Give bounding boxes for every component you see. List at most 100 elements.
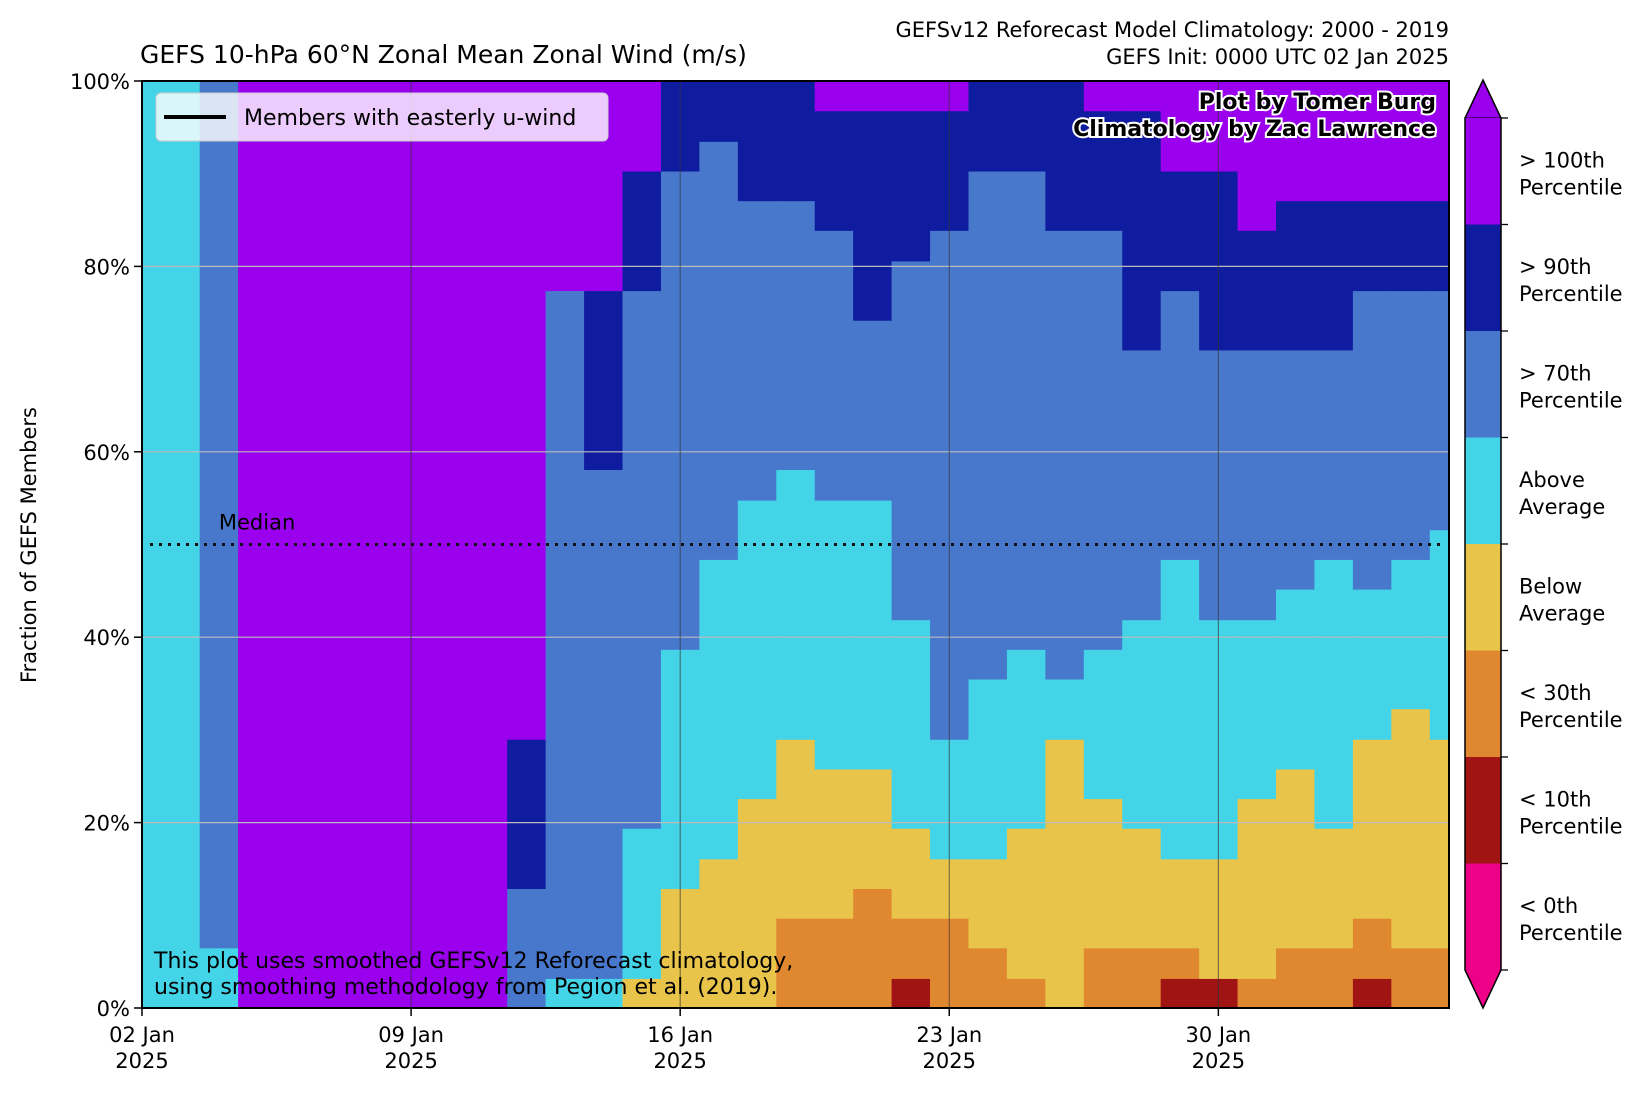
cell-26-7 [1160,81,1200,172]
cell-21-4 [968,678,1008,860]
cell-32-3 [1391,708,1431,949]
x-tick-label-0: 02 Jan [109,1023,175,1047]
cell-14-6 [699,81,739,142]
cell-12-4 [622,828,662,979]
cell-33-2 [1429,947,1450,1009]
cell-19-1 [891,978,931,1009]
cell-17-6 [814,110,854,231]
cell-28-5 [1237,349,1277,621]
cell-12-5 [622,290,662,829]
cell-24-3 [1083,798,1123,949]
cell-19-7 [891,81,931,112]
cell-24-5 [1083,230,1123,650]
colorbar-label-5-a: < 30th [1519,681,1592,705]
cell-17-7 [814,81,854,112]
cell-16-2 [776,918,816,1009]
cell-18-2 [853,888,893,1009]
colorbar-swatch-2 [1465,650,1501,758]
cell-17-5 [814,230,854,501]
cell-33-7 [1429,81,1450,202]
colorbar-label-6-a: < 10th [1519,787,1592,811]
cell-32-2 [1391,947,1431,1009]
footnote-line-1: This plot uses smoothed GEFSv12 Reforeca… [153,949,793,974]
cell-17-2 [814,918,854,1009]
x-tick-year-2: 2025 [653,1049,706,1073]
x-tick-year-4: 2025 [1192,1049,1245,1073]
cell-23-5 [1045,230,1085,680]
cell-21-5 [968,170,1008,680]
x-tick-year-1: 2025 [384,1049,437,1073]
cell-25-6 [1122,110,1162,351]
colorbar-label-7-b: Percentile [1519,921,1623,945]
cell-16-3 [776,739,816,919]
colorbar-label-3-b: Average [1519,495,1605,519]
cell-18-7 [853,81,893,112]
cell-29-2 [1276,947,1316,1009]
cell-32-5 [1391,290,1431,560]
cell-29-5 [1276,349,1316,590]
cell-19-4 [891,619,931,829]
cell-25-4 [1122,619,1162,829]
colorbar-label-4-b: Average [1519,601,1605,625]
cell-16-4 [776,469,816,740]
cell-1-5 [199,81,239,949]
y-tick-label-5: 100% [70,70,130,94]
cell-15-3 [737,798,777,1009]
colorbar-label-4-a: Below [1519,574,1582,598]
x-tick-label-4: 30 Jan [1185,1023,1251,1047]
cell-21-6 [968,81,1008,172]
cell-26-4 [1160,559,1200,860]
colorbar-swatch-0 [1465,863,1501,971]
footnote-line-2: using smoothing methodology from Pegion … [154,975,777,1000]
cell-25-5 [1122,349,1162,621]
cell-14-5 [699,141,739,560]
cell-31-1 [1352,978,1392,1009]
cell-18-3 [853,768,893,890]
cell-24-4 [1083,649,1123,800]
x-tick-year-0: 2025 [115,1049,168,1073]
cell-21-2 [968,947,1008,1009]
cell-29-3 [1276,768,1316,949]
cell-25-2 [1122,947,1162,1009]
cell-32-4 [1391,559,1431,710]
cell-23-6 [1045,81,1085,231]
colorbar-swatch-4 [1465,437,1501,545]
cell-30-2 [1314,947,1354,1009]
cell-12-3 [622,978,662,1009]
cell-17-4 [814,500,854,770]
cell-31-7 [1352,81,1392,202]
cell-22-4 [1006,649,1046,829]
credit-climatology: Climatology by Zac Lawrence [1073,117,1436,142]
cell-14-4 [699,559,739,860]
cell-24-2 [1083,947,1123,1009]
cell-9-7 [507,81,547,740]
cell-29-7 [1276,81,1316,202]
y-tick-label-0: 0% [97,997,130,1021]
cell-18-6 [853,110,893,321]
cell-33-5 [1429,290,1450,531]
colorbar-label-0-b: Percentile [1519,175,1623,199]
cell-23-4 [1045,678,1085,740]
plot-frame [141,80,1450,1009]
colorbar-label-1-b: Percentile [1519,282,1623,306]
y-axis-label: Fraction of GEFS Members [17,407,41,683]
cell-31-6 [1352,200,1392,292]
cell-30-5 [1314,349,1354,560]
cell-25-7 [1122,81,1162,112]
category-cells [142,81,1450,1009]
colorbar-label-6-b: Percentile [1519,814,1623,838]
cell-31-3 [1352,739,1392,919]
cell-19-5 [891,260,931,621]
cell-19-3 [891,828,931,919]
cell-26-6 [1160,170,1200,292]
cell-10-4 [545,978,585,1009]
x-tick-label-3: 23 Jan [916,1023,982,1047]
cell-23-3 [1045,739,1085,1009]
chart-subtitle-line-2: GEFS Init: 0000 UTC 02 Jan 2025 [1106,45,1449,69]
x-tick-label-2: 16 Jan [647,1023,713,1047]
cell-26-2 [1160,947,1200,979]
cell-16-5 [776,200,816,471]
cell-33-3 [1429,739,1450,949]
